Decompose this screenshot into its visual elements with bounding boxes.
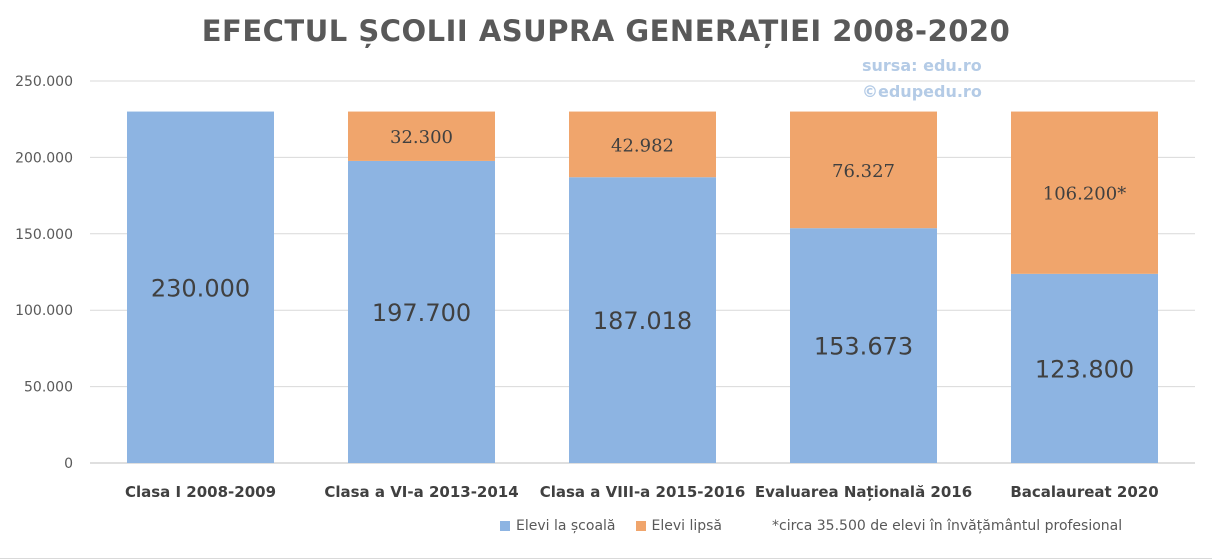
y-tick-label: 150.000: [15, 227, 73, 243]
x-category-label: Clasa a VI-a 2013-2014: [324, 483, 518, 501]
footnote: *circa 35.500 de elevi în învățământul p…: [772, 518, 1123, 534]
data-label-present: 230.000: [151, 274, 250, 302]
bar-present: [348, 160, 495, 463]
chart-title: EFECTUL ȘCOLII ASUPRA GENERAȚIEI 2008-20…: [201, 14, 1011, 48]
bar-present: [790, 228, 937, 463]
data-label-missing: 106.200*: [1043, 184, 1126, 205]
bar-present: [569, 177, 716, 463]
legend-swatch-missing: [635, 521, 646, 531]
bar-present: [127, 111, 274, 463]
data-label-present: 153.673: [814, 333, 913, 361]
y-tick-label: 200.000: [15, 150, 73, 166]
x-category-label: Clasa I 2008-2009: [125, 483, 276, 501]
y-tick-label: 100.000: [15, 303, 73, 319]
legend: Elevi la școală Elevi lipsă *circa 35.50…: [500, 518, 1122, 534]
x-category-label: Clasa a VIII-a 2015-2016: [540, 483, 746, 501]
bottom-divider: [0, 558, 1212, 559]
data-label-missing: 42.982: [611, 135, 674, 156]
x-category-label: Evaluarea Națională 2016: [755, 483, 972, 501]
bar-present: [1011, 273, 1158, 463]
legend-label-present: Elevi la școală: [516, 518, 616, 534]
y-tick-label: 50.000: [24, 380, 73, 396]
copyright-label: ©edupedu.ro: [862, 82, 982, 101]
data-label-missing: 32.300: [390, 127, 453, 148]
legend-label-missing: Elevi lipsă: [651, 518, 723, 534]
legend-swatch-present: [500, 521, 510, 531]
data-label-present: 123.800: [1035, 355, 1134, 383]
y-tick-label: 0: [64, 456, 73, 472]
data-label-present: 187.018: [593, 307, 692, 335]
bar-missing: [569, 111, 716, 178]
bar-missing: [790, 111, 937, 229]
data-label-present: 197.700: [372, 299, 471, 327]
source-label: sursa: edu.ro: [862, 56, 982, 75]
bar-missing: [348, 111, 495, 161]
legend-item-missing: Elevi lipsă: [635, 518, 723, 534]
y-tick-label: 250.000: [15, 74, 73, 90]
legend-item-present: Elevi la școală: [500, 518, 616, 534]
x-category-label: Bacalaureat 2020: [1010, 483, 1158, 501]
data-label-missing: 76.327: [832, 161, 895, 182]
bar-missing: [1011, 111, 1158, 274]
